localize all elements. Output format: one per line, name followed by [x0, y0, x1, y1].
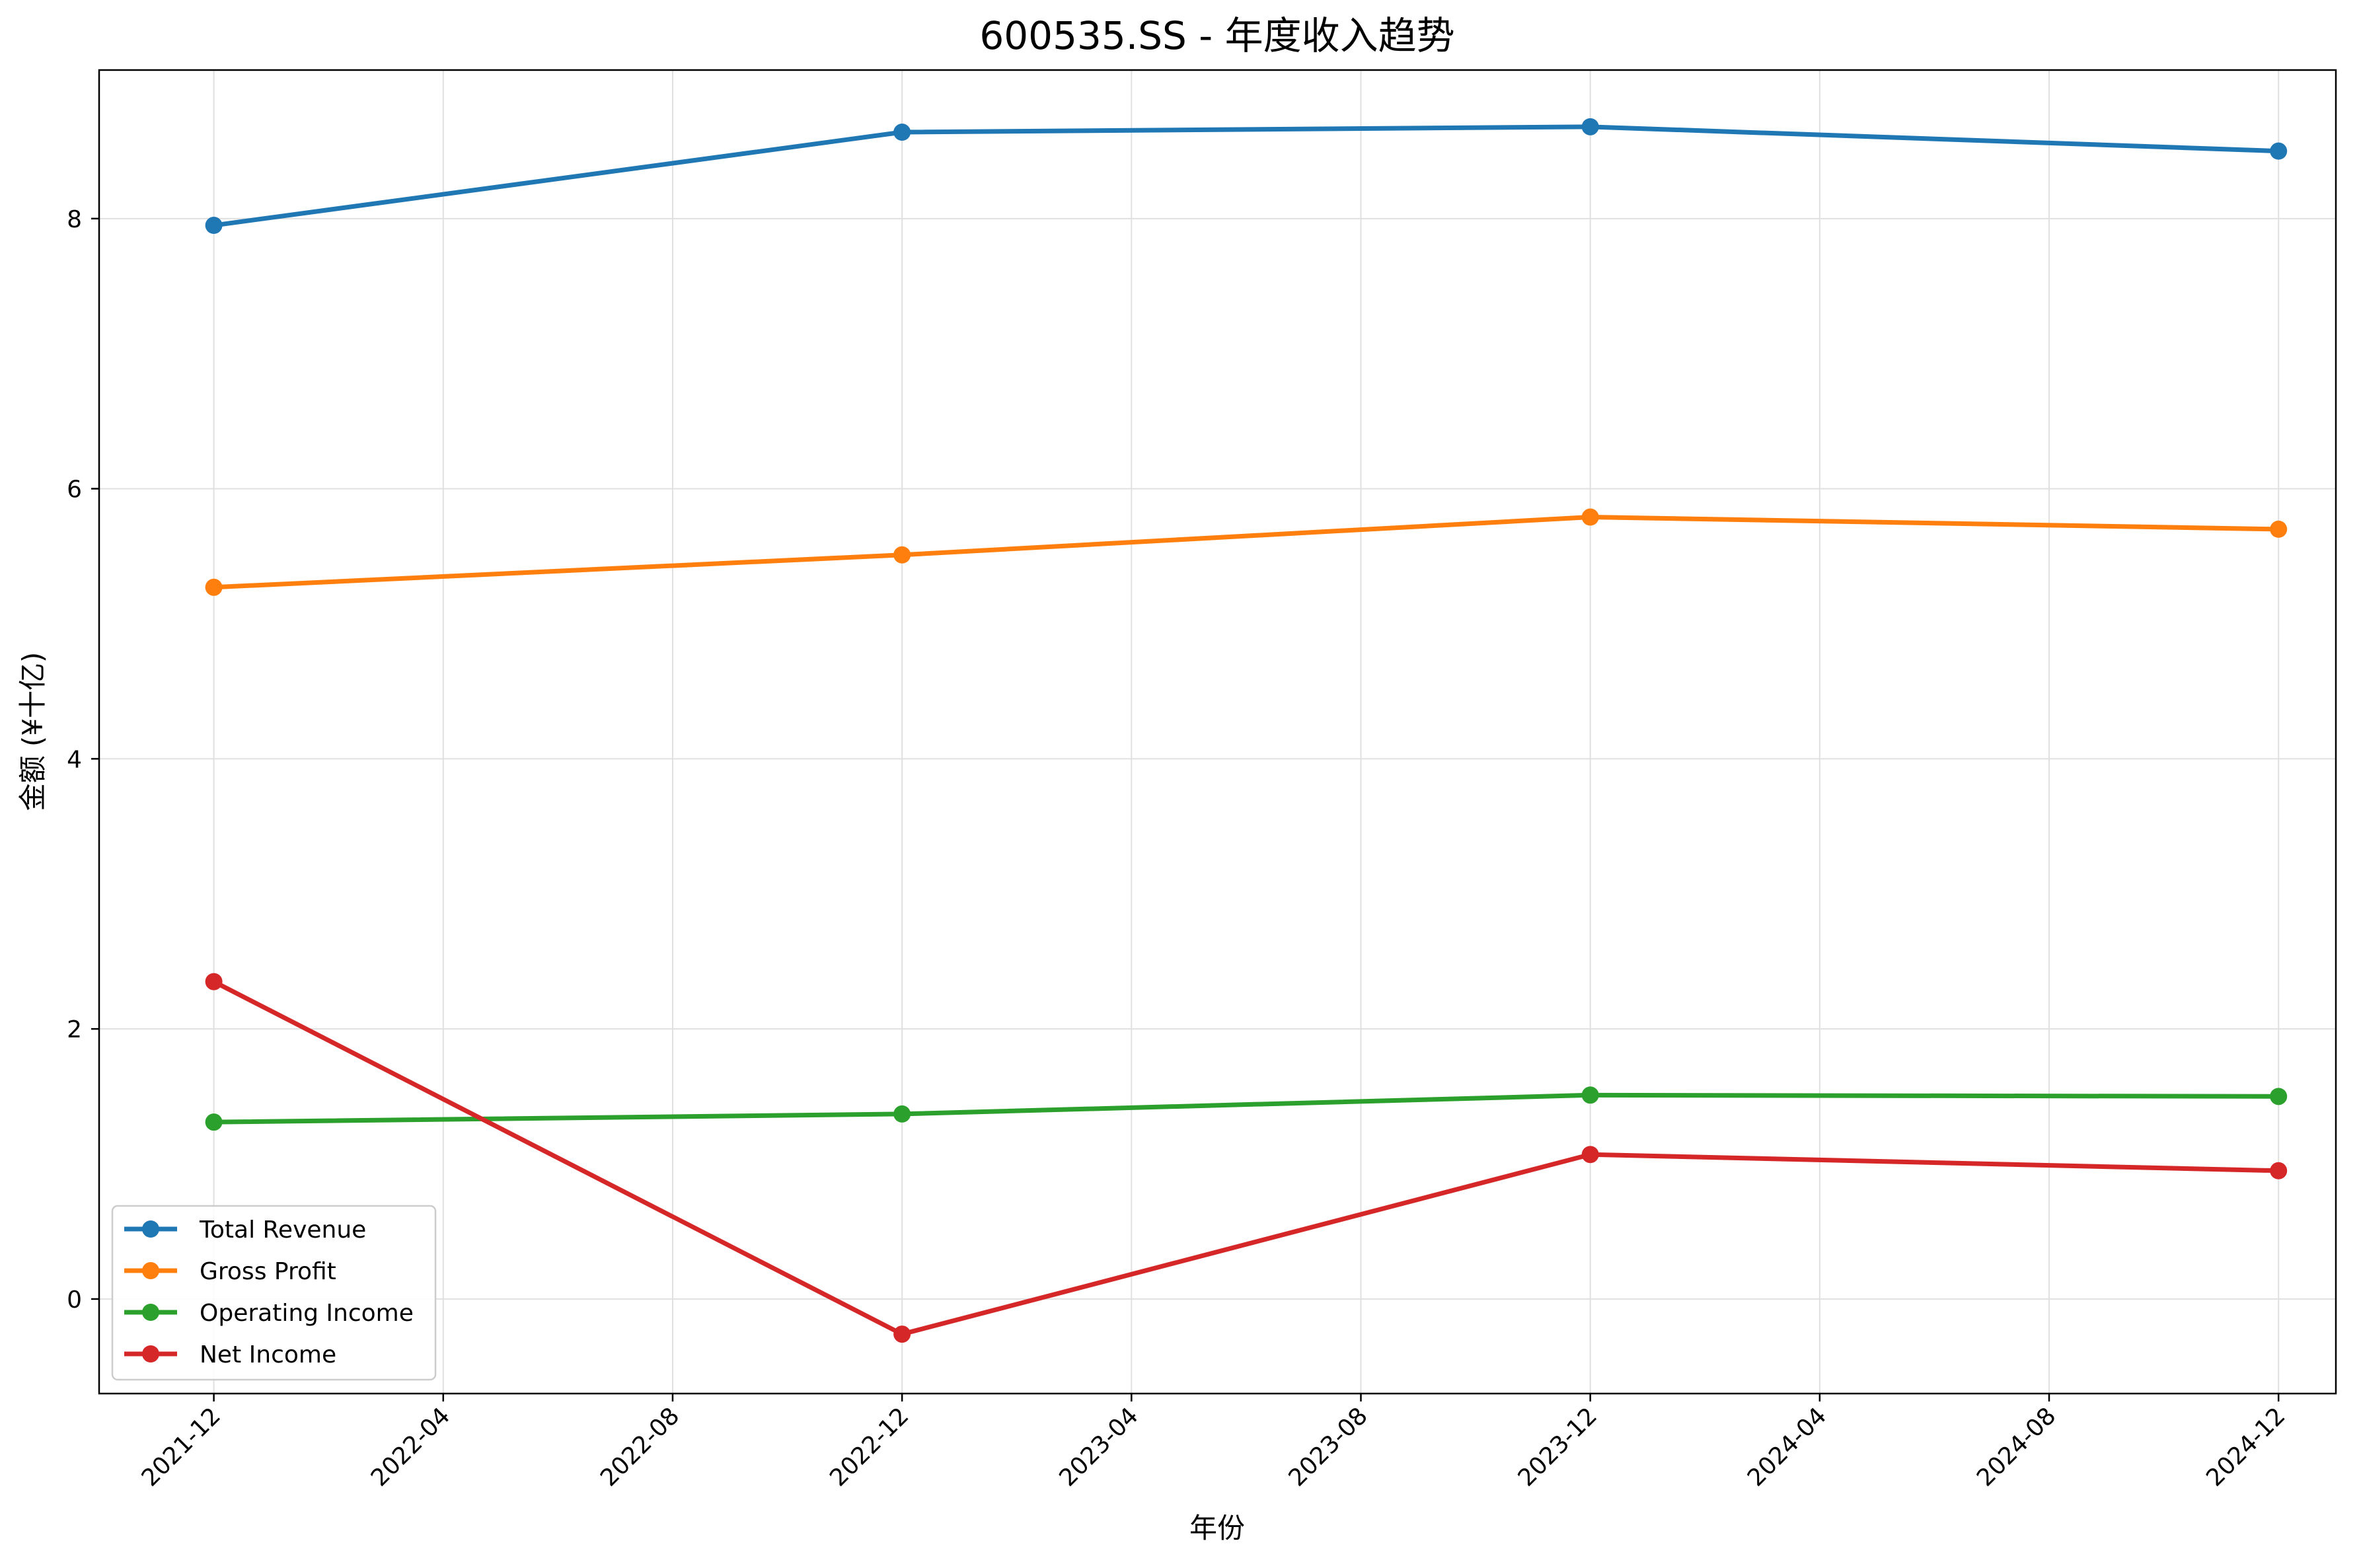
operating-income-line [211, 1092, 2281, 1125]
total-revenue-point [1581, 118, 1599, 135]
gross-profit-line [211, 515, 2281, 590]
y-tick-label: 8 [67, 206, 82, 233]
total-revenue-point [205, 217, 223, 235]
gross-profit-point [2270, 520, 2288, 538]
net-income-legend-marker [142, 1345, 159, 1363]
operating-income-legend-label: Operating Income [200, 1300, 414, 1327]
total-revenue-legend-marker [142, 1220, 159, 1238]
y-axis-label: 金额 (¥十亿) [17, 652, 49, 811]
legend: Total Revenue Gross Profit Operating Incom… [111, 1205, 437, 1381]
total-revenue-point [893, 124, 911, 141]
operating-income-point [893, 1105, 911, 1123]
gross-profit-point [205, 578, 223, 596]
y-tick-label: 4 [67, 746, 82, 773]
net-income-legend-label: Net Income [200, 1341, 336, 1368]
series-layer [205, 118, 2288, 1343]
net-income-point [1581, 1146, 1599, 1164]
gross-profit-legend-marker [142, 1262, 159, 1279]
total-revenue-legend-label: Total Revenue [199, 1216, 366, 1244]
gross-profit-legend-label: Gross Profit [200, 1258, 336, 1285]
net-income-point [893, 1325, 911, 1343]
operating-income-point [2270, 1088, 2288, 1105]
operating-income-point [1581, 1086, 1599, 1104]
net-income-point [2270, 1162, 2288, 1179]
gross-profit-point [893, 546, 911, 564]
x-axis-label: 年份 [1189, 1512, 1245, 1544]
y-tick-label: 6 [67, 476, 82, 504]
gross-profit-point [1581, 508, 1599, 526]
total-revenue-line [211, 124, 2281, 228]
operating-income-legend-marker [142, 1304, 159, 1321]
net-income-line [211, 979, 2281, 1337]
legend-box [111, 1205, 437, 1381]
plot-frame [98, 69, 2337, 1395]
y-tick-label: 2 [67, 1016, 82, 1043]
operating-income-point [205, 1113, 223, 1131]
y-tick-label: 0 [67, 1287, 82, 1314]
total-revenue-point [2270, 142, 2288, 160]
net-income-point [205, 973, 223, 990]
chart-title: 600535.SS - 年度收入趋势 [979, 13, 1454, 58]
